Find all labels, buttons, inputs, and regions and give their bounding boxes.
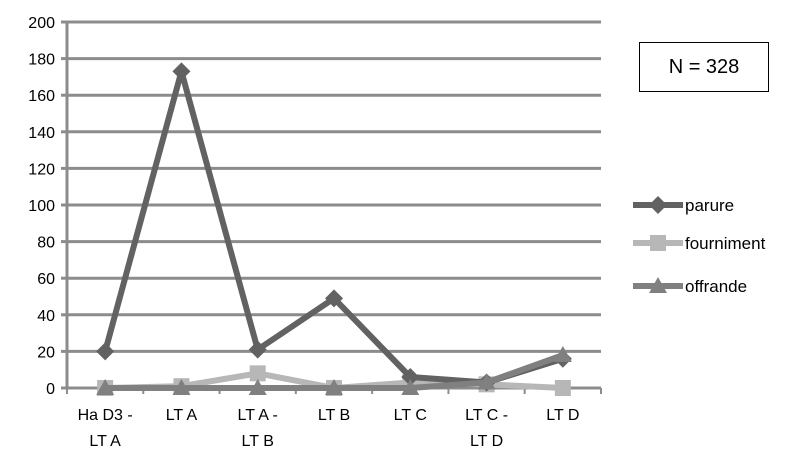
legend-marker-parure (649, 196, 667, 214)
legend-marker-fourniment (650, 235, 666, 251)
y-tick-label: 60 (37, 271, 55, 288)
y-tick-label: 180 (28, 52, 55, 69)
line-parure (105, 71, 563, 382)
legend-item-offrande: offrande (633, 277, 747, 296)
y-tick-label: 20 (37, 344, 55, 361)
legend-item-parure: parure (633, 196, 734, 215)
y-tick-label: 120 (28, 161, 55, 178)
x-tick-label: LT A (166, 407, 198, 424)
y-tick-label: 80 (37, 235, 55, 252)
y-axis-tick-labels: 0 20 40 60 80 100 120 140 160 180 200 (28, 15, 55, 398)
sample-size-annotation: N = 328 (639, 42, 769, 92)
y-tick-label: 160 (28, 88, 55, 105)
point-fourniment (555, 380, 571, 396)
series-parure (96, 62, 572, 391)
legend: parure fourniment offrande (633, 196, 766, 296)
point-parure (96, 342, 114, 360)
point-parure (172, 62, 190, 80)
x-axis-tick-labels: Ha D3 -LT A LT A LT A -LT B LT B LT C LT C -L… (78, 407, 580, 450)
x-tick-label: LT A -LT B (238, 407, 278, 450)
x-tick-label: LT C -LT D (465, 407, 508, 450)
y-tick-label: 0 (46, 381, 55, 398)
y-tick-label: 140 (28, 125, 55, 142)
y-tick-label: 100 (28, 198, 55, 215)
point-fourniment (250, 365, 266, 381)
x-tick-label: LT D (546, 407, 579, 424)
y-tick-label: 40 (37, 308, 55, 325)
legend-item-fourniment: fourniment (633, 234, 766, 253)
legend-label: parure (685, 196, 734, 215)
legend-label: offrande (685, 277, 747, 296)
x-tick-label: LT B (318, 407, 350, 424)
y-tick-label: 200 (28, 15, 55, 32)
point-offrande (554, 346, 572, 362)
legend-label: fourniment (685, 234, 766, 253)
series-lines (96, 62, 572, 396)
x-tick-label: Ha D3 -LT A (78, 407, 133, 450)
x-tick-label: LT C (394, 407, 427, 424)
